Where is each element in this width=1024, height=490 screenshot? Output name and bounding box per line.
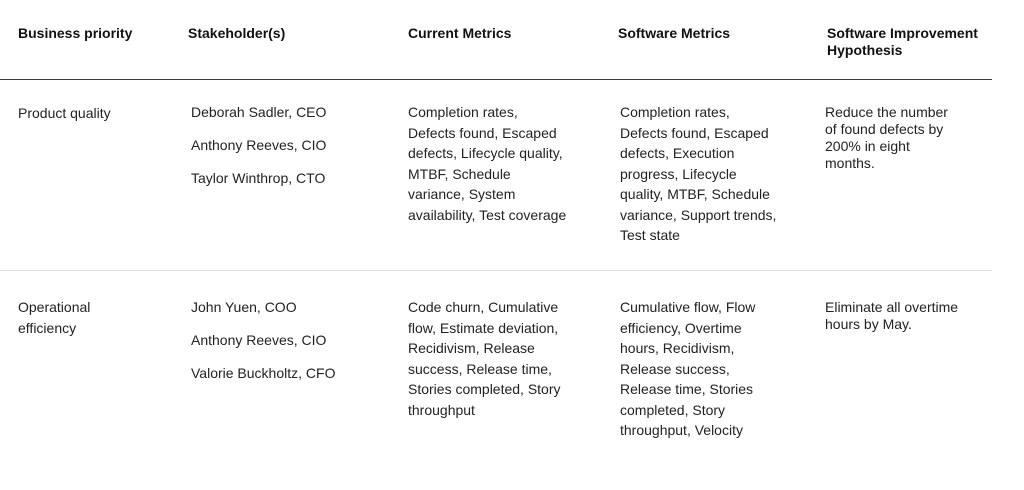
header-divider xyxy=(0,79,992,80)
row-1-stakeholder-2: Anthony Reeves, CIO xyxy=(191,137,327,153)
row-1-business-priority: Product quality xyxy=(18,105,111,121)
row-1-stakeholder-1: Deborah Sadler, CEO xyxy=(191,104,327,120)
row-divider xyxy=(0,270,992,271)
row-2-software-metrics: Cumulative flow, Flow efficiency, Overti… xyxy=(620,299,756,438)
column-header-current-metrics: Current Metrics xyxy=(408,25,512,41)
row-1-stakeholder-3: Taylor Winthrop, CTO xyxy=(191,170,326,186)
row-2-current-metrics: Code churn, Cumulative flow, Estimate de… xyxy=(408,299,561,418)
row-2-stakeholder-1: John Yuen, COO xyxy=(191,299,297,315)
row-2-hypothesis: Eliminate all overtime hours by May. xyxy=(825,299,959,332)
column-header-software-improvement-hypothesis: Software Improvement Hypothesis xyxy=(827,25,978,58)
row-1-current-metrics: Completion rates, Defects found, Escaped… xyxy=(408,104,567,223)
column-header-business-priority: Business priority xyxy=(18,25,133,41)
row-2-stakeholder-2: Anthony Reeves, CIO xyxy=(191,332,327,348)
column-header-software-metrics: Software Metrics xyxy=(618,25,731,41)
column-header-stakeholders: Stakeholder(s) xyxy=(188,25,286,41)
row-2-stakeholder-3: Valorie Buckholtz, CFO xyxy=(191,365,336,381)
row-1-hypothesis: Reduce the number of found defects by 20… xyxy=(825,104,948,171)
row-2-business-priority: Operational efficiency xyxy=(18,299,91,336)
row-1-software-metrics: Completion rates, Defects found, Escaped… xyxy=(620,104,777,243)
